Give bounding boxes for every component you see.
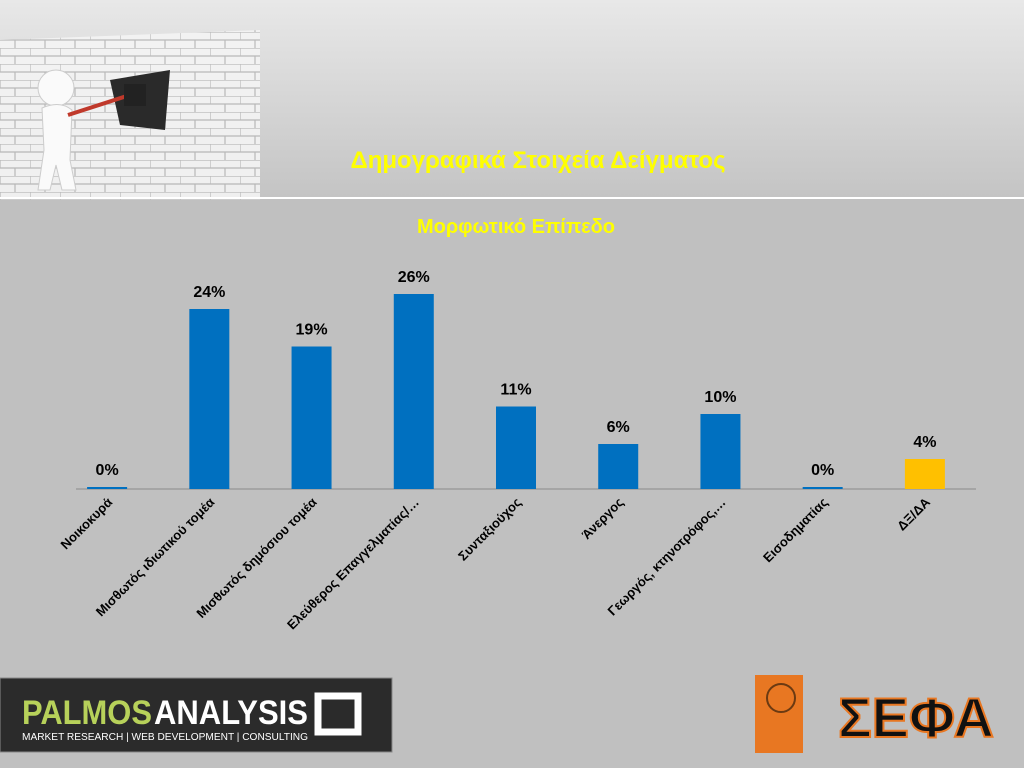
bar xyxy=(189,309,230,489)
bar xyxy=(291,346,332,489)
chart-title: Μορφωτικό Επίπεδο xyxy=(417,216,615,238)
figure-body xyxy=(37,104,77,191)
bar xyxy=(496,406,536,489)
value-label: 19% xyxy=(296,322,328,339)
bar xyxy=(904,459,945,489)
sefa-emblem xyxy=(755,675,803,753)
value-label: 24% xyxy=(193,284,225,301)
value-label: 4% xyxy=(913,434,936,451)
hammer-head xyxy=(124,84,146,106)
value-label: 11% xyxy=(500,382,531,399)
value-label: 10% xyxy=(704,389,736,406)
value-label: 0% xyxy=(96,462,119,479)
analysis-word: ANALYSIS xyxy=(154,694,308,732)
bar xyxy=(393,294,434,489)
value-label: 6% xyxy=(607,419,630,436)
palmos-tagline: MARKET RESEARCH | WEB DEVELOPMENT | CONS… xyxy=(22,732,308,743)
sefa-logo: ΣΕΦΑ xyxy=(755,675,995,753)
bar xyxy=(598,444,639,489)
sefa-text: ΣΕΦΑ xyxy=(838,686,994,749)
hammer-handle xyxy=(67,93,131,117)
palmos-box xyxy=(0,677,393,753)
bar xyxy=(700,414,741,489)
value-label: 0% xyxy=(811,462,834,479)
palmos-logo: PALMOS ANALYSIS MARKET RESEARCH | WEB DE… xyxy=(0,677,393,753)
value-label: 26% xyxy=(398,269,430,286)
bar xyxy=(87,487,128,489)
palmos-mark xyxy=(314,692,362,736)
bar xyxy=(802,487,843,489)
slide-title: Δημογραφικά Στοιχεία Δείγματος xyxy=(350,147,725,174)
figure-head xyxy=(37,69,75,107)
palmos-word: PALMOS xyxy=(22,694,152,732)
sefa-emblem-figure xyxy=(766,683,796,713)
